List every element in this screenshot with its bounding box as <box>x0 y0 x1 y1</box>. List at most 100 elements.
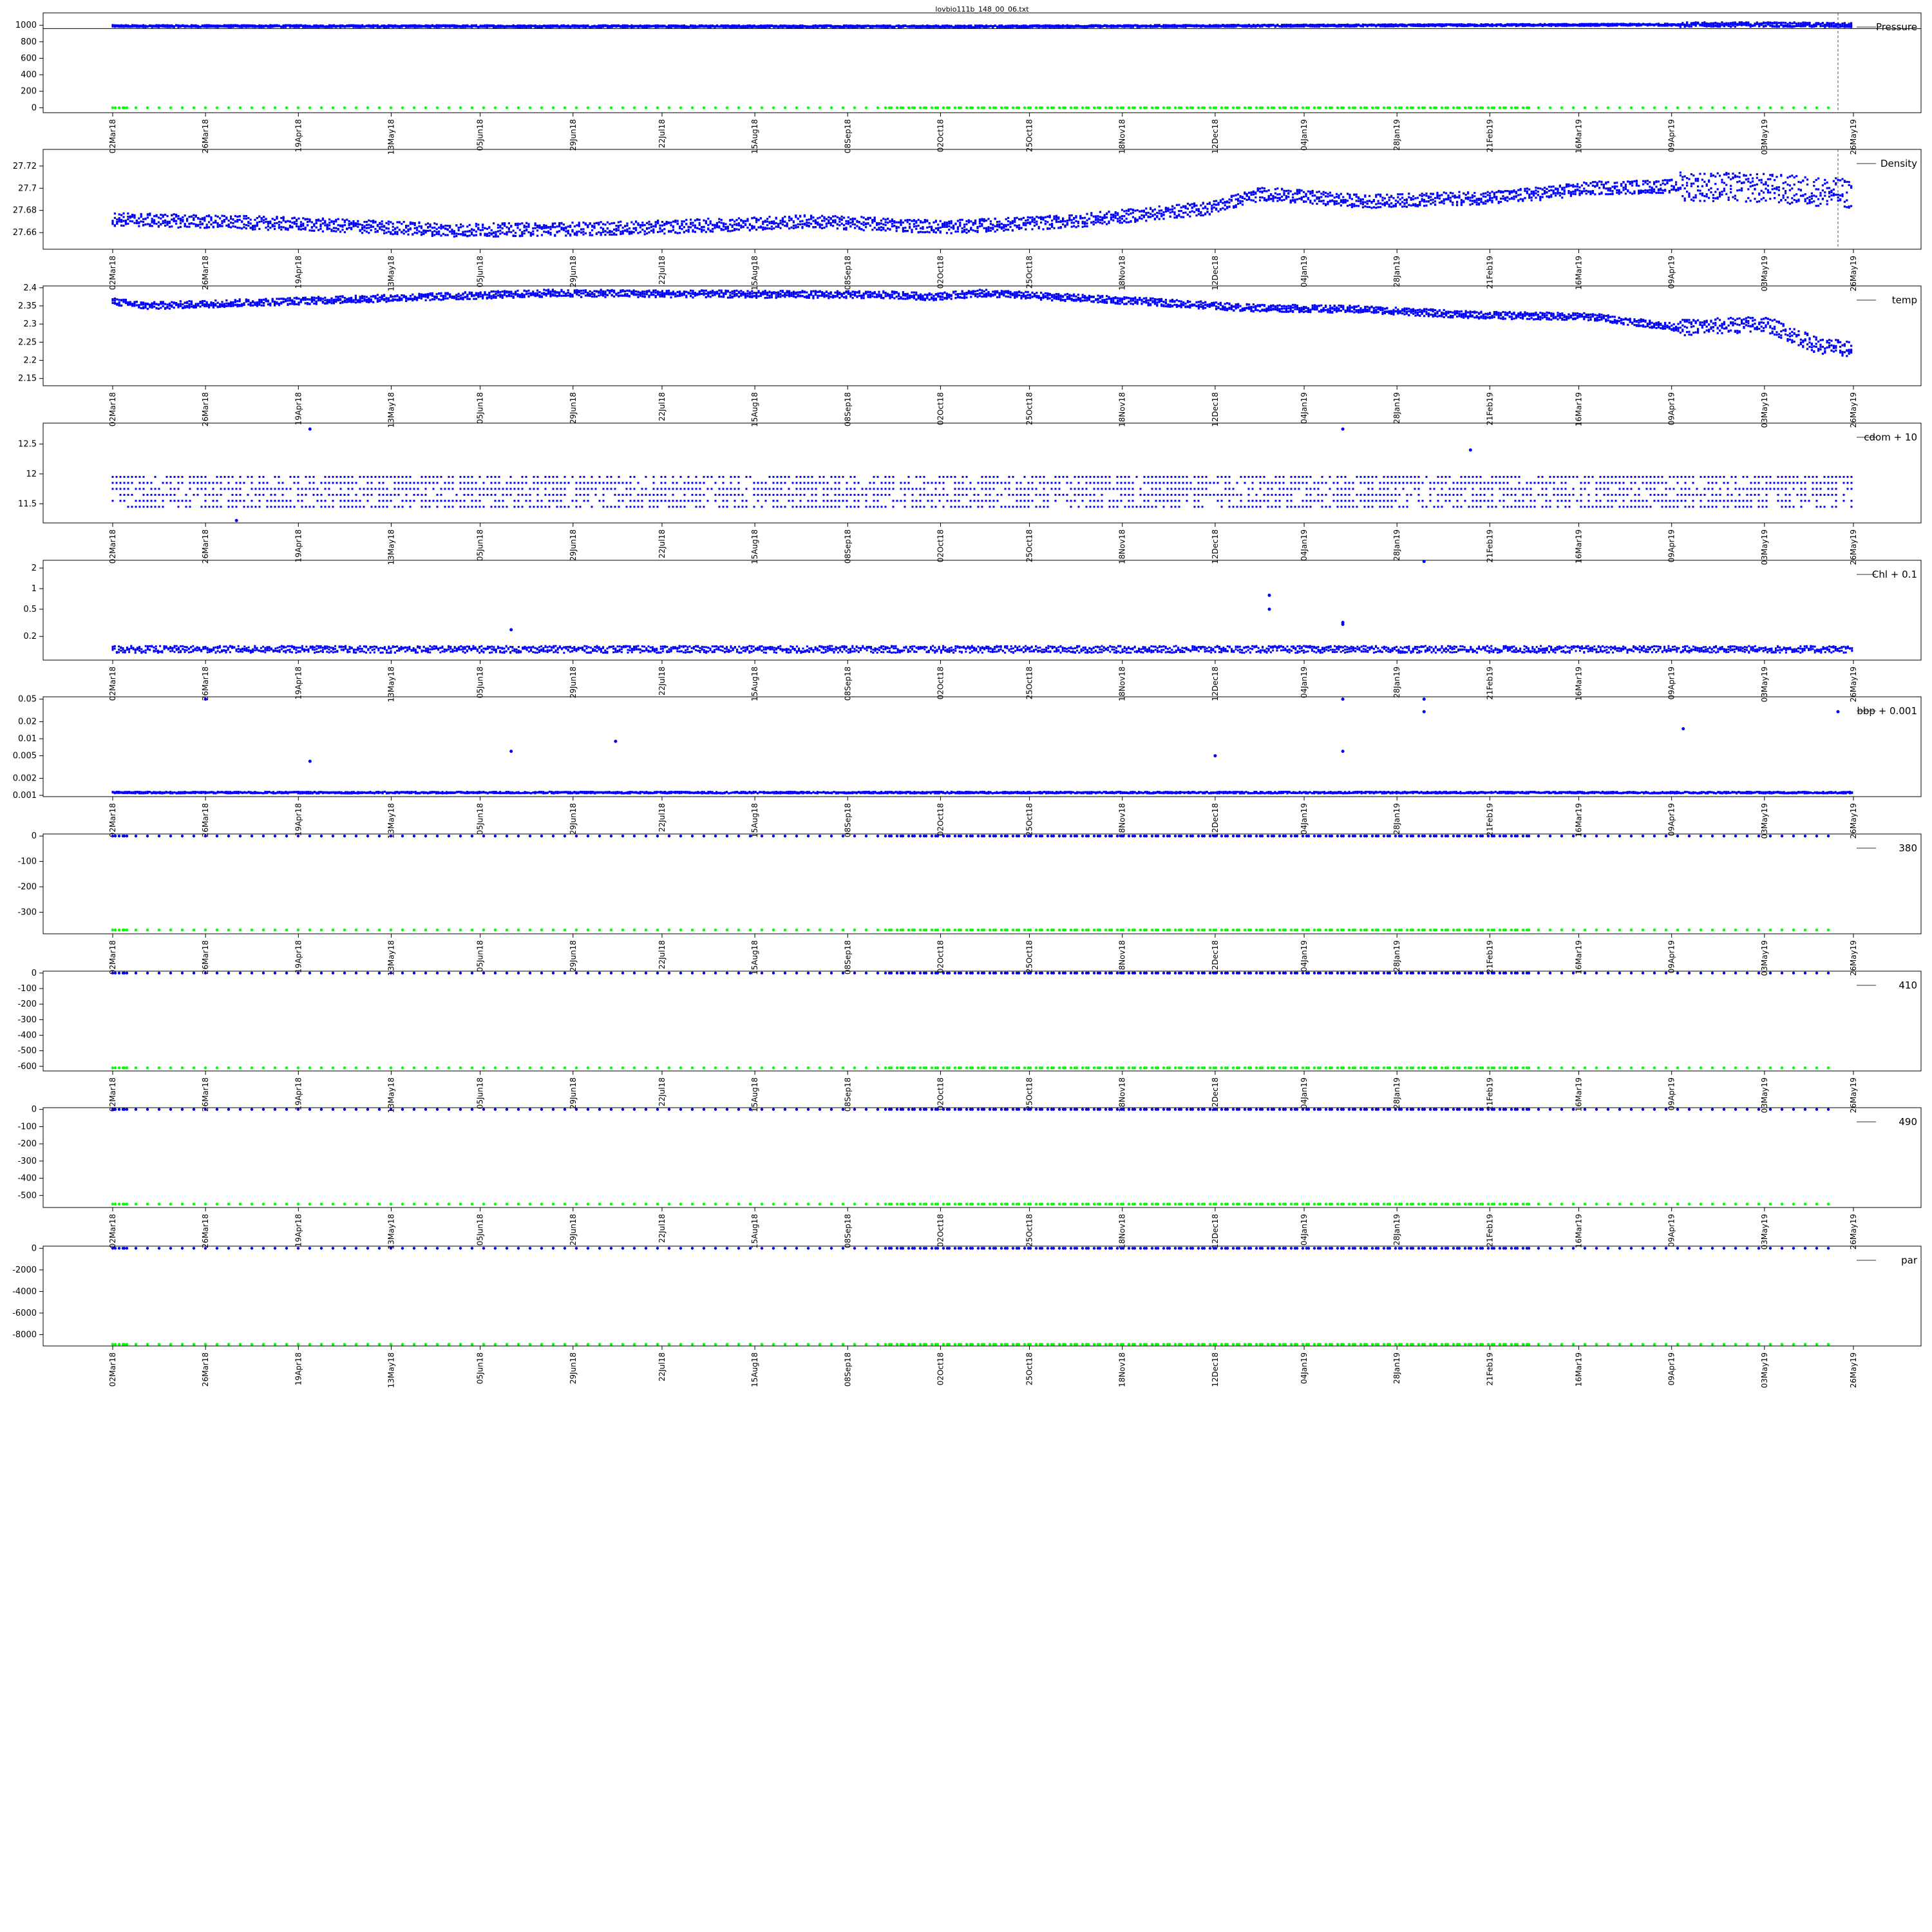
data-point <box>1585 23 1587 25</box>
data-point <box>184 223 186 225</box>
data-point <box>526 228 528 231</box>
data-point <box>1226 24 1229 26</box>
data-point <box>135 219 138 222</box>
data-point <box>1151 25 1154 28</box>
data-point <box>435 232 438 235</box>
data-point <box>282 219 285 222</box>
data-point <box>129 24 131 28</box>
data-point <box>352 225 355 227</box>
data-point <box>1596 23 1598 26</box>
data-point <box>639 25 641 28</box>
data-point <box>843 24 846 27</box>
data-point <box>1051 26 1054 28</box>
data-point <box>1464 24 1467 27</box>
data-point <box>315 226 317 229</box>
data-point <box>162 222 164 225</box>
data-point <box>361 24 364 26</box>
data-point <box>624 229 627 232</box>
data-point <box>1504 106 1508 109</box>
data-point <box>898 226 900 229</box>
data-point <box>310 221 313 223</box>
data-point <box>775 24 777 27</box>
data-point <box>630 26 633 28</box>
data-point <box>814 222 817 225</box>
data-point <box>1017 106 1021 109</box>
xtick-label: 04Jan19 <box>1300 119 1309 151</box>
data-point <box>582 26 585 28</box>
data-point <box>1688 24 1690 26</box>
data-point <box>656 106 659 109</box>
data-point <box>534 227 536 229</box>
data-point <box>845 227 848 229</box>
ytick-label: 800 <box>21 37 37 47</box>
data-point <box>471 26 473 28</box>
data-point <box>444 227 447 230</box>
data-point <box>876 229 878 231</box>
data-point <box>790 26 793 29</box>
data-point <box>385 25 388 28</box>
data-point <box>858 227 860 230</box>
data-point <box>965 25 968 28</box>
data-point <box>1585 24 1587 27</box>
data-point <box>578 225 580 227</box>
data-point <box>1642 23 1645 25</box>
data-point <box>753 24 755 27</box>
data-point <box>466 25 469 28</box>
data-point <box>1557 24 1559 26</box>
data-point <box>1139 26 1141 28</box>
data-point <box>690 226 692 229</box>
data-point <box>1797 22 1800 24</box>
data-point <box>1099 24 1101 27</box>
data-point <box>175 24 178 26</box>
data-point <box>427 229 430 232</box>
data-point <box>1786 23 1789 25</box>
data-point <box>611 231 613 233</box>
data-point <box>775 225 777 228</box>
data-point <box>271 225 274 228</box>
data-point <box>918 106 922 109</box>
data-point <box>515 25 517 28</box>
data-point <box>236 24 239 27</box>
data-point <box>705 231 707 233</box>
data-point <box>315 222 317 225</box>
data-point <box>265 220 267 223</box>
data-point <box>724 227 727 230</box>
data-point <box>413 227 416 229</box>
data-point <box>392 222 394 225</box>
data-point <box>720 222 723 224</box>
data-point <box>227 225 230 228</box>
data-point <box>825 218 828 220</box>
data-point <box>431 234 433 237</box>
data-point <box>405 225 408 227</box>
data-point <box>310 226 313 229</box>
data-point <box>168 24 171 27</box>
data-point <box>121 106 125 109</box>
data-point <box>884 221 887 223</box>
data-point <box>433 230 436 232</box>
data-point <box>829 26 832 28</box>
data-point <box>834 24 837 28</box>
data-point <box>470 106 474 109</box>
data-point <box>173 213 175 216</box>
data-point <box>889 228 891 231</box>
data-point <box>296 25 298 28</box>
data-point <box>808 218 810 221</box>
data-point <box>549 24 552 27</box>
data-point <box>168 221 171 223</box>
data-point <box>558 26 561 28</box>
data-point <box>383 26 386 28</box>
data-point <box>707 218 710 220</box>
data-point <box>307 221 309 223</box>
data-point <box>930 106 934 109</box>
data-point <box>529 232 532 234</box>
data-point <box>1200 24 1202 27</box>
data-point <box>1533 24 1535 27</box>
data-point <box>797 218 799 220</box>
data-point <box>521 26 524 28</box>
data-point <box>854 25 857 28</box>
data-point <box>263 219 265 222</box>
data-point <box>179 218 182 220</box>
data-point <box>1730 25 1732 28</box>
data-point <box>759 217 762 220</box>
data-point <box>876 24 878 27</box>
